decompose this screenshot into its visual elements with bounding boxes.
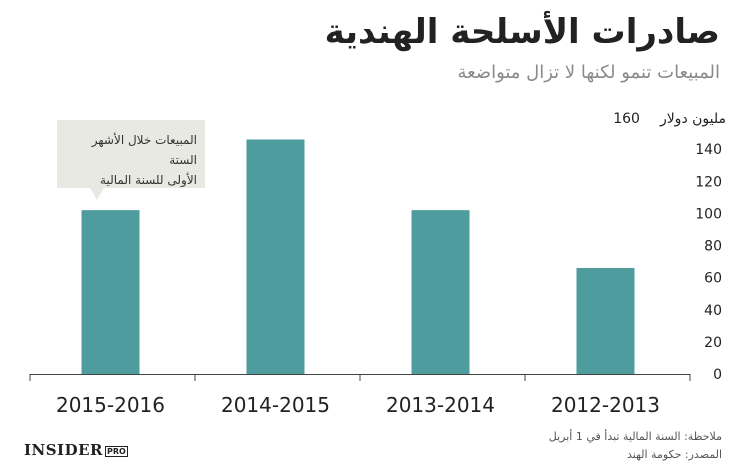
x-axis-labels: 2015-2016 2014-2015 2013-2014 2012-2013 (56, 393, 660, 417)
y-axis-ticks: 0 20 40 60 80 100 120 140 (695, 142, 722, 383)
insider-pro-logo: INSIDER PRO (24, 441, 128, 459)
y-tick-label: 100 (695, 206, 722, 222)
y-tick-label: 60 (704, 271, 722, 287)
y-tick-label: 140 (695, 142, 722, 158)
unit-label: مليون دولار (659, 111, 726, 127)
bars-group (81, 139, 635, 374)
x-tick-label: 2012-2013 (551, 393, 660, 417)
y-tick-label: 40 (704, 303, 722, 319)
x-tick-label: 2014-2015 (221, 393, 330, 417)
x-tick-label: 2015-2016 (56, 393, 165, 417)
footer-notes: ملاحظة: السنة المالية تبدأ في 1 أبريل ال… (549, 428, 722, 464)
footnote: ملاحظة: السنة المالية تبدأ في 1 أبريل (548, 430, 722, 443)
chart-title: صادرات الأسلحة الهندية (324, 12, 720, 52)
bar (411, 210, 470, 374)
logo-badge: PRO (104, 445, 128, 457)
callout-line-1: المبيعات خلال الأشهر الستة (91, 133, 197, 167)
bar (246, 139, 305, 374)
y-tick-label: 120 (695, 174, 722, 190)
callout-pointer (90, 188, 104, 200)
y-axis-unit: مليون دولار 160 (613, 111, 726, 127)
y-tick-label: 20 (704, 335, 722, 351)
chart-subtitle: المبيعات تنمو لكنها لا تزال متواضعة (457, 62, 720, 83)
y-tick-top-label: 160 (613, 111, 640, 127)
source-note: المصدر: حكومة الهند (626, 448, 722, 461)
bar (576, 267, 635, 374)
x-tick-label: 2013-2014 (386, 393, 495, 417)
annotation-callout: المبيعات خلال الأشهر الستة الأولى للسنة … (57, 120, 205, 188)
bar (81, 210, 140, 374)
y-tick-label: 80 (704, 239, 722, 255)
callout-line-2: الأولى للسنة المالية (100, 173, 197, 187)
logo-text: INSIDER (24, 441, 103, 459)
y-tick-label: 0 (713, 367, 722, 383)
x-axis (29, 374, 691, 381)
